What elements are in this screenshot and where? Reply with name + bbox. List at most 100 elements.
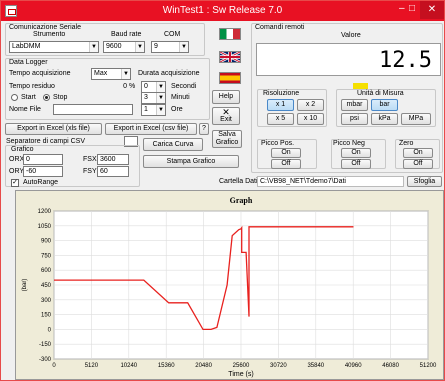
filename-input[interactable]	[53, 104, 133, 115]
graph-panel: -300 -150 0 150 300 450 600 750 900 1050 1200 0 5120…	[15, 190, 444, 380]
instrument-select[interactable]: LabDMM ▼	[9, 41, 99, 53]
residual-value: 0	[123, 83, 127, 90]
x-tick-label: 30720	[270, 363, 287, 369]
y-tick-label: 150	[41, 313, 52, 319]
resolution-x1-button[interactable]: x 1	[267, 99, 294, 111]
spanish-flag-icon[interactable]	[219, 72, 241, 84]
save-graph-button[interactable]: Salva Grafico	[212, 130, 242, 148]
peak-pos-label: Picco Pos.	[261, 140, 295, 147]
acq-time-select[interactable]: Max ▼	[91, 68, 131, 80]
help-button[interactable]: Help	[212, 90, 240, 104]
unit-psi-button[interactable]: psi	[341, 113, 368, 125]
baud-label: Baud rate	[111, 31, 142, 38]
serial-group-title: Comunicazione Seriale	[9, 24, 81, 31]
x-tick-label: 20480	[195, 363, 212, 369]
chevron-down-icon: ▼	[135, 42, 144, 52]
load-curve-button[interactable]: Carica Curva	[143, 138, 203, 151]
ory-input[interactable]: -60	[23, 166, 63, 177]
seconds-label: Secondi	[171, 83, 197, 90]
data-folder-label: Cartella Dati	[219, 178, 258, 185]
autorange-checkbox[interactable]: ✓	[11, 179, 19, 187]
print-graph-button[interactable]: Stampa Grafico	[143, 155, 239, 168]
remote-commands-label: Comandi remoti	[255, 24, 305, 31]
resolution-x10-button[interactable]: x 10	[297, 113, 324, 125]
resolution-label: Risoluzione	[263, 90, 300, 97]
y-tick-label: 0	[48, 327, 52, 333]
data-logger-title: Data Logger	[9, 59, 48, 66]
start-label: Start	[21, 94, 36, 101]
exit-button[interactable]: ✕ Exit	[212, 107, 240, 125]
csv-separator-label: Separatore di campi CSV	[6, 138, 85, 145]
y-tick-label: 450	[41, 283, 52, 289]
x-tick-label: 0	[52, 363, 56, 369]
orx-input[interactable]: 0	[23, 154, 63, 165]
zero-off-button[interactable]: Off	[403, 159, 433, 169]
chevron-down-icon: ▼	[156, 93, 165, 103]
peak-neg-on-button[interactable]: On	[341, 148, 371, 158]
com-label: COM	[164, 31, 181, 38]
y-tick-label: 600	[41, 268, 52, 274]
data-logger-group	[5, 58, 210, 120]
fsx-label: FSX	[83, 156, 97, 163]
data-folder-path[interactable]: C:\VB98_NET\Tdemo7\Dati	[257, 176, 404, 187]
minutes-label: Minuti	[171, 94, 190, 101]
unit-mbar-button[interactable]: mbar	[341, 99, 368, 111]
hours-select[interactable]: 1 ▼	[141, 104, 166, 116]
x-tick-label: 15360	[158, 363, 175, 369]
chevron-down-icon: ▼	[156, 82, 165, 92]
serial-group	[5, 23, 205, 56]
check-icon: ✓	[12, 179, 18, 186]
unit-indicator	[353, 83, 368, 89]
unit-kpa-button[interactable]: kPa	[371, 113, 398, 125]
resolution-group	[257, 89, 327, 127]
units-group	[336, 89, 436, 127]
chevron-down-icon: ▼	[89, 42, 98, 52]
baud-select[interactable]: 9600 ▼	[103, 41, 145, 53]
browse-button[interactable]: Sfoglia	[407, 176, 442, 187]
close-button[interactable]: ✕	[420, 1, 444, 19]
value-label: Valore	[341, 32, 361, 39]
peak-pos-on-button[interactable]: On	[271, 148, 301, 158]
export-csv-button[interactable]: Export in Excel (csv file)	[105, 123, 197, 135]
graph-settings-group	[5, 145, 140, 187]
x-tick-label: 5120	[85, 363, 99, 369]
y-axis-label: (bar)	[22, 279, 28, 292]
english-flag-icon[interactable]	[219, 51, 241, 63]
close-icon: ✕	[222, 107, 230, 117]
autorange-label: AutoRange	[23, 179, 59, 186]
fsy-label: FSY	[83, 168, 97, 175]
maximize-button[interactable]: □	[409, 3, 416, 14]
minimize-button[interactable]: –	[399, 3, 405, 14]
export-help-button[interactable]: ?	[199, 123, 209, 135]
y-tick-label: 300	[41, 298, 52, 304]
y-tick-label: 1050	[38, 224, 52, 230]
graph-chart: -300 -150 0 150 300 450 600 750 900 1050 1200 0 5120…	[22, 196, 437, 378]
residual-label: Tempo residuo	[9, 83, 55, 90]
peak-neg-off-button[interactable]: Off	[341, 159, 371, 169]
zero-on-button[interactable]: On	[403, 148, 433, 158]
stop-radio[interactable]	[43, 94, 50, 101]
x-tick-label: 51200	[420, 363, 437, 369]
unit-bar-button[interactable]: bar	[371, 99, 398, 111]
chevron-down-icon: ▼	[179, 42, 188, 52]
csv-separator-input[interactable]	[124, 136, 138, 147]
fsx-input[interactable]: 3600	[97, 154, 129, 165]
com-select[interactable]: 9 ▼	[151, 41, 189, 53]
acq-time-label: Tempo acquisizione	[9, 70, 71, 77]
start-radio[interactable]	[11, 94, 18, 101]
seconds-select[interactable]: 0 ▼	[141, 81, 166, 93]
unit-mpa-button[interactable]: MPa	[401, 113, 431, 125]
italian-flag-icon[interactable]	[219, 28, 241, 40]
chevron-down-icon: ▼	[121, 69, 130, 79]
peak-pos-off-button[interactable]: Off	[271, 159, 301, 169]
export-xls-button[interactable]: Export in Excel (xls file)	[5, 123, 102, 135]
fsy-input[interactable]: 60	[97, 166, 129, 177]
minutes-select[interactable]: 3 ▼	[141, 92, 166, 104]
value-display: 12.5	[256, 43, 441, 76]
zero-label: Zero	[399, 140, 414, 147]
x-tick-label: 46080	[382, 363, 399, 369]
title-bar[interactable]: WinTest1 : Sw Release 7.0 – □ ✕	[1, 1, 444, 21]
resolution-x5-button[interactable]: x 5	[267, 113, 294, 125]
resolution-x2-button[interactable]: x 2	[297, 99, 324, 111]
